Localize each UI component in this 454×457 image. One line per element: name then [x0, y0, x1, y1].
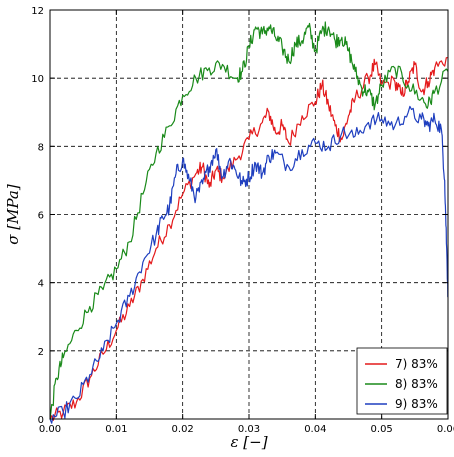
legend-label-2: 8) 83% [395, 377, 438, 391]
y-tick-label: 10 [31, 74, 44, 85]
legend-label-1: 7) 83% [395, 357, 438, 371]
x-tick-label: 0.06 [437, 424, 454, 435]
series-line-1 [49, 57, 448, 421]
x-tick-label: 0.04 [304, 424, 326, 435]
x-tick-label: 0.00 [39, 424, 61, 435]
y-tick-label: 0 [38, 415, 44, 426]
legend-label-3: 9) 83% [395, 397, 438, 411]
series-line-2 [49, 21, 449, 420]
y-tick-label: 2 [38, 347, 44, 358]
y-tick-label: 4 [38, 279, 44, 290]
x-axis-label: ε [−] [230, 433, 267, 451]
grid [50, 10, 448, 419]
tick-labels: 0.00 0.01 0.02 0.03 0.04 0.05 0.06 0 2 4 6 8 10 12 [31, 6, 454, 435]
y-tick-label: 8 [38, 142, 44, 153]
x-tick-label: 0.01 [105, 424, 127, 435]
ticks [49, 9, 449, 420]
legend-box [356, 347, 448, 415]
x-tick-label: 0.03 [238, 424, 260, 435]
y-tick-label: 6 [38, 211, 44, 222]
y-axis-label: σ [MPa] [4, 184, 22, 245]
x-tick-label: 0.02 [172, 424, 194, 435]
series-line-3 [49, 105, 449, 424]
series-layer [49, 21, 449, 424]
legend: 7) 83% 8) 83% 9) 83% [356, 347, 448, 415]
x-tick-label: 0.05 [371, 424, 393, 435]
y-tick-label: 12 [31, 6, 44, 17]
